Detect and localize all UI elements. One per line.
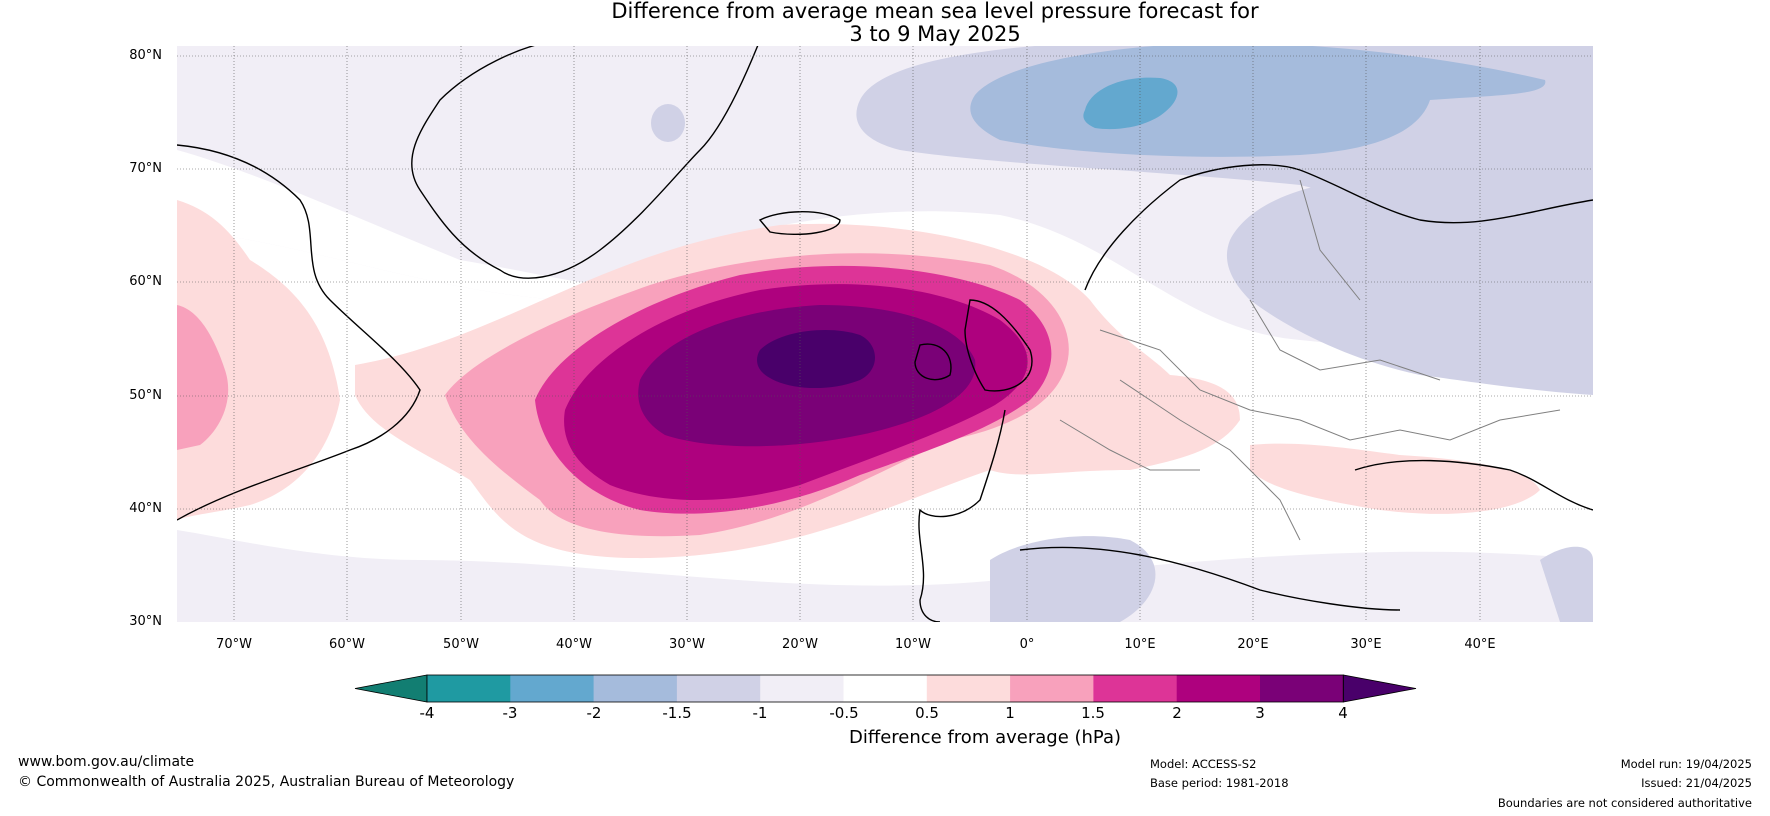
labrador-high-outer: [177, 200, 340, 520]
border-line-3: [1249, 299, 1441, 381]
north-america-coast: [177, 144, 421, 521]
colorbar: [354, 674, 1417, 703]
colorbar-segment: [926, 675, 1011, 702]
colorbar-segment: [427, 675, 511, 702]
colorbar-tick-label: 1.5: [1081, 704, 1105, 722]
colorbar-segment: [1093, 675, 1178, 702]
colorbar-segment: [1010, 675, 1094, 702]
colorbar-tick-label: -4: [419, 704, 435, 722]
colorbar-extend-high: [1342, 674, 1417, 703]
lon-label-10w: 10°W: [895, 637, 931, 652]
model-run-text: Model run: 19/04/2025: [1620, 757, 1752, 771]
scandinavia-low: [1226, 179, 1593, 395]
colorbar-segment: [510, 675, 595, 702]
lon-label-30e: 30°E: [1350, 637, 1382, 652]
colorbar-tick-label: 3: [1255, 704, 1265, 722]
lon-label-10e: 10°E: [1124, 637, 1156, 652]
lat-label-40n: 40°N: [129, 501, 162, 516]
black-sea-coast: [1354, 459, 1593, 511]
lon-label-20w: 20°W: [782, 637, 818, 652]
colorbar-title: Difference from average (hPa): [848, 727, 1122, 748]
model-text: Model: ACCESS-S2: [1150, 757, 1257, 771]
colorbar-tick-label: 2: [1172, 704, 1182, 722]
north-africa-coast: [1019, 546, 1401, 611]
iceland-coast: [758, 211, 841, 236]
lon-label-50w: 50°W: [443, 637, 479, 652]
lat-label-30n: 30°N: [129, 614, 162, 629]
colorbar-tick-label: 1: [1005, 704, 1015, 722]
colorbar-segment: [1260, 675, 1344, 702]
colorbar-outline: [426, 674, 1344, 703]
lon-label-20e: 20°E: [1237, 637, 1269, 652]
small-low-greenland: [651, 104, 685, 142]
lon-label-40w: 40°W: [556, 637, 592, 652]
atlantic-high-4hPa-core: [757, 330, 875, 389]
graticule: [177, 46, 1593, 622]
greenland-coast: [411, 46, 759, 279]
colorbar-tick-label: -1.5: [662, 704, 692, 722]
copyright-text: © Commonwealth of Australia 2025, Austra…: [18, 774, 515, 790]
colorbar-segment: [676, 675, 761, 702]
arctic-low-mid: [970, 46, 1546, 157]
colorbar-tick-label: -1: [752, 704, 768, 722]
border-line-2: [1119, 379, 1301, 541]
scandinavia-coast: [1084, 164, 1593, 291]
lon-label-60w: 60°W: [329, 637, 365, 652]
border-line-4: [1059, 419, 1200, 471]
lon-label-40e: 40°E: [1464, 637, 1496, 652]
colorbar-tick-label: 4: [1338, 704, 1348, 722]
border-line-1: [1099, 329, 1561, 441]
title-line-1: Difference from average mean sea level p…: [611, 0, 1259, 23]
colorbar-segment: [593, 675, 678, 702]
colorbar-segment: [1176, 675, 1261, 702]
border-line-5: [1299, 179, 1361, 301]
colorbar-tick-label: -0.5: [829, 704, 859, 722]
lat-label-50n: 50°N: [129, 388, 162, 403]
title-line-2: 3 to 9 May 2025: [849, 22, 1021, 46]
disclaimer-text: Boundaries are not considered authoritat…: [1497, 796, 1752, 810]
arabia-low: [1540, 546, 1593, 622]
britain-coast: [964, 299, 1033, 392]
map-area: [177, 46, 1593, 622]
coastlines: [177, 46, 1593, 622]
lat-label-60n: 60°N: [129, 274, 162, 289]
colorbar-extend-low: [354, 674, 428, 703]
lon-label-70w: 70°W: [216, 637, 252, 652]
iberia-africa-coast: [918, 409, 1006, 622]
colorbar-tick-label: -3: [502, 704, 518, 722]
ireland-coast: [914, 343, 952, 381]
colorbar-segment: [843, 675, 928, 702]
lon-label-0: 0°: [1019, 637, 1035, 652]
base-period-text: Base period: 1981-2018: [1150, 776, 1289, 790]
lon-label-30w: 30°W: [669, 637, 705, 652]
africa-low: [990, 536, 1156, 622]
lat-label-80n: 80°N: [129, 48, 162, 63]
website-link[interactable]: www.bom.gov.au/climate: [18, 754, 195, 770]
colorbar-segment: [760, 675, 844, 702]
labrador-high-inner: [177, 305, 229, 450]
arctic-low-core: [1083, 77, 1178, 130]
colorbar-tick-label: -2: [586, 704, 602, 722]
issued-text: Issued: 21/04/2025: [1641, 776, 1752, 790]
neutral-band-north: [177, 150, 600, 300]
colorbar-tick-label: 0.5: [915, 704, 939, 722]
lat-label-70n: 70°N: [129, 161, 162, 176]
balkan-high: [1250, 443, 1540, 514]
country-borders: [1059, 179, 1561, 541]
